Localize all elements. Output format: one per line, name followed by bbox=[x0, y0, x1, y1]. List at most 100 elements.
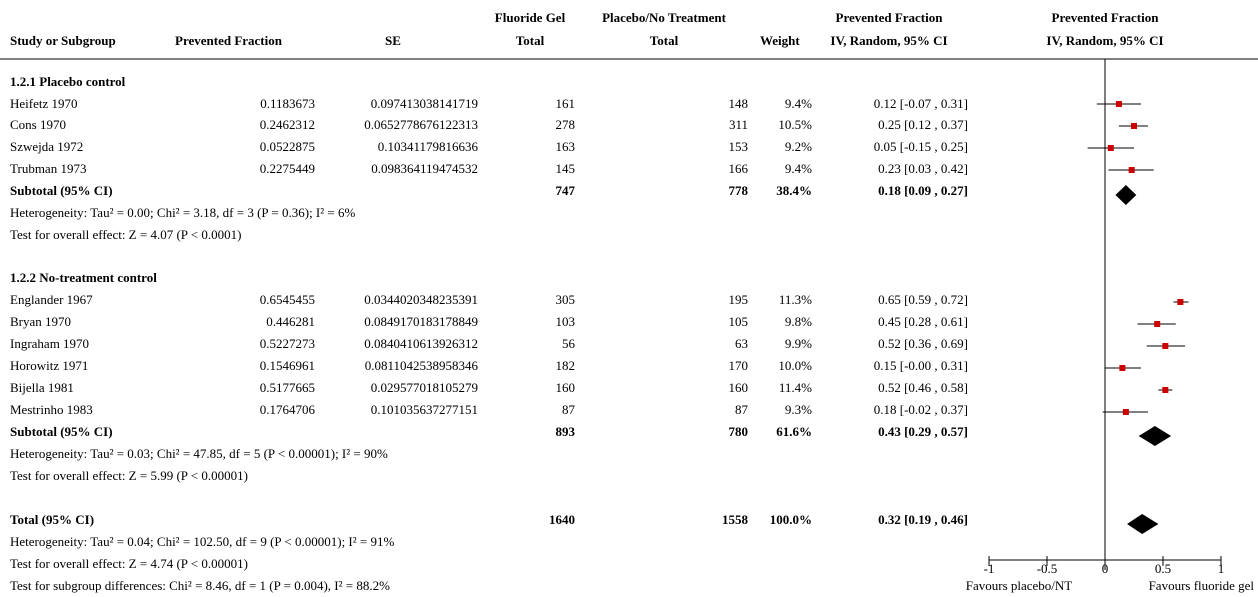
subtotal-control-total: 778 bbox=[728, 183, 749, 198]
study-se: 0.0652778676122313 bbox=[364, 117, 478, 132]
study-ci: 0.52 [0.36 , 0.69] bbox=[878, 336, 968, 351]
total-weight: 100.0% bbox=[769, 512, 812, 527]
subtotal-label: Subtotal (95% CI) bbox=[10, 424, 113, 439]
study-pf: 0.1183673 bbox=[260, 96, 315, 111]
pooled-diamond bbox=[1115, 185, 1137, 205]
study-gel-total: 182 bbox=[555, 358, 576, 373]
study-name: Heifetz 1970 bbox=[10, 96, 78, 111]
study-weight: 9.3% bbox=[784, 402, 812, 417]
study-control-total: 105 bbox=[728, 314, 749, 329]
study-se: 0.0840410613926312 bbox=[364, 336, 478, 351]
study-name: Bryan 1970 bbox=[10, 314, 72, 329]
point-estimate bbox=[1115, 101, 1122, 107]
study-pf: 0.0522875 bbox=[259, 139, 315, 154]
study-gel-total: 278 bbox=[555, 117, 576, 132]
study-gel-total: 145 bbox=[555, 161, 576, 176]
total-heterogeneity: Heterogeneity: Tau² = 0.04; Chi² = 102.5… bbox=[10, 534, 395, 549]
heterogeneity-text: Heterogeneity: Tau² = 0.03; Chi² = 47.85… bbox=[10, 446, 388, 461]
total-gel: 1640 bbox=[549, 512, 575, 527]
study-control-total: 87 bbox=[735, 402, 748, 417]
study-weight: 10.5% bbox=[778, 117, 812, 132]
subtotal-gel-total: 747 bbox=[555, 183, 576, 198]
tick-label: -0.5 bbox=[1036, 561, 1058, 576]
favours-left-label: Favours placebo/NT bbox=[965, 578, 1073, 593]
study-name: Szwejda 1972 bbox=[10, 139, 84, 154]
study-se: 0.029577018105279 bbox=[370, 380, 478, 395]
study-se: 0.0849170183178849 bbox=[364, 314, 478, 329]
study-control-total: 160 bbox=[728, 380, 749, 395]
subtotal-gel-total: 893 bbox=[555, 424, 576, 439]
point-estimate bbox=[1154, 321, 1161, 327]
study-ci: 0.15 [-0.00 , 0.31] bbox=[873, 358, 968, 373]
study-se: 0.0344020348235391 bbox=[364, 292, 478, 307]
tick-label: 0 bbox=[1101, 561, 1109, 576]
point-estimate bbox=[1107, 145, 1114, 151]
study-control-total: 166 bbox=[728, 161, 749, 176]
study-ci: 0.25 [0.12 , 0.37] bbox=[878, 117, 968, 132]
overall-effect-text: Test for overall effect: Z = 4.07 (P < 0… bbox=[10, 227, 242, 242]
study-ci: 0.23 [0.03 , 0.42] bbox=[878, 161, 968, 176]
study-name: Englander 1967 bbox=[10, 292, 93, 307]
study-control-total: 153 bbox=[728, 139, 749, 154]
total-overall-effect: Test for overall effect: Z = 4.74 (P < 0… bbox=[10, 556, 248, 571]
study-control-total: 170 bbox=[728, 358, 749, 373]
study-weight: 9.4% bbox=[784, 161, 812, 176]
heterogeneity-text: Heterogeneity: Tau² = 0.00; Chi² = 3.18,… bbox=[10, 205, 356, 220]
header-se: SE bbox=[385, 33, 401, 48]
study-gel-total: 163 bbox=[555, 139, 576, 154]
subtotal-weight: 38.4% bbox=[776, 183, 812, 198]
tick-label: -1 bbox=[983, 561, 995, 576]
header-prevented-fraction: Prevented Fraction bbox=[175, 33, 282, 48]
study-control-total: 148 bbox=[728, 96, 749, 111]
study-gel-total: 161 bbox=[555, 96, 576, 111]
study-se: 0.0811042538958346 bbox=[364, 358, 478, 373]
group-title: 1.2.2 No-treatment control bbox=[10, 270, 157, 285]
study-pf: 0.1764706 bbox=[259, 402, 315, 417]
study-weight: 9.4% bbox=[784, 96, 812, 111]
point-estimate bbox=[1162, 387, 1169, 393]
study-control-total: 195 bbox=[728, 292, 749, 307]
study-weight: 10.0% bbox=[778, 358, 812, 373]
point-estimate bbox=[1119, 365, 1126, 371]
study-gel-total: 103 bbox=[555, 314, 576, 329]
header-plot-line1: Prevented Fraction bbox=[1051, 10, 1159, 25]
study-weight: 9.9% bbox=[784, 336, 812, 351]
subtotal-ci: 0.18 [0.09 , 0.27] bbox=[878, 183, 968, 198]
study-name: Horowitz 1971 bbox=[10, 358, 89, 373]
study-ci: 0.18 [-0.02 , 0.37] bbox=[873, 402, 968, 417]
tick-label: 0.5 bbox=[1154, 561, 1172, 576]
study-ci: 0.65 [0.59 , 0.72] bbox=[878, 292, 968, 307]
study-weight: 11.4% bbox=[778, 380, 812, 395]
subgroup-differences: Test for subgroup differences: Chi² = 8.… bbox=[10, 578, 390, 593]
study-gel-total: 305 bbox=[555, 292, 576, 307]
subtotal-ci: 0.43 [0.29 , 0.57] bbox=[878, 424, 968, 439]
study-ci: 0.52 [0.46 , 0.58] bbox=[878, 380, 968, 395]
header-ci-line1: Prevented Fraction bbox=[835, 10, 943, 25]
study-gel-total: 87 bbox=[562, 402, 575, 417]
study-name: Mestrinho 1983 bbox=[10, 402, 93, 417]
total-ci: 0.32 [0.19 , 0.46] bbox=[878, 512, 968, 527]
total-control: 1558 bbox=[722, 512, 748, 527]
header-study: Study or Subgroup bbox=[10, 33, 116, 48]
study-pf: 0.5177665 bbox=[259, 380, 315, 395]
study-gel-total: 160 bbox=[555, 380, 576, 395]
subtotal-weight: 61.6% bbox=[776, 424, 812, 439]
study-name: Bijella 1981 bbox=[10, 380, 74, 395]
overall-effect-text: Test for overall effect: Z = 5.99 (P < 0… bbox=[10, 468, 248, 483]
study-control-total: 311 bbox=[728, 117, 748, 132]
study-pf: 0.446281 bbox=[266, 314, 315, 329]
study-name: Ingraham 1970 bbox=[10, 336, 90, 351]
study-ci: 0.05 [-0.15 , 0.25] bbox=[873, 139, 968, 154]
study-ci: 0.45 [0.28 , 0.61] bbox=[878, 314, 968, 329]
subtotal-control-total: 780 bbox=[728, 424, 749, 439]
group-title: 1.2.1 Placebo control bbox=[10, 74, 126, 89]
header-ci-line2: IV, Random, 95% CI bbox=[830, 33, 948, 48]
header-gel-line1: Fluoride Gel bbox=[494, 10, 566, 25]
total-label: Total (95% CI) bbox=[10, 512, 95, 527]
point-estimate bbox=[1122, 409, 1129, 415]
study-se: 0.10341179816636 bbox=[377, 139, 478, 154]
tick-label: 1 bbox=[1217, 561, 1225, 576]
study-se: 0.098364119474532 bbox=[371, 161, 478, 176]
point-estimate bbox=[1131, 123, 1137, 129]
study-pf: 0.5227273 bbox=[259, 336, 315, 351]
